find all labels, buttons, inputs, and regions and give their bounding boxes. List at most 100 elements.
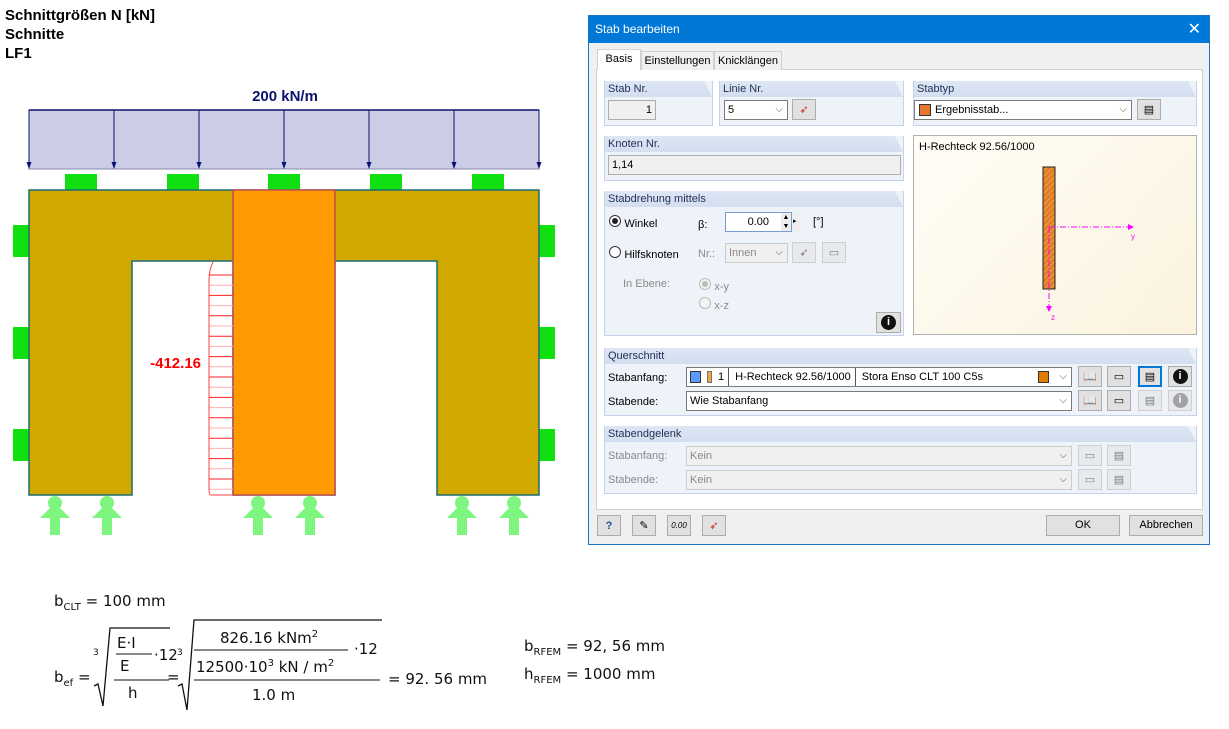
knoten-nr-field[interactable]: 1,14	[608, 155, 901, 175]
side-support-right	[539, 225, 555, 257]
g-start-label: Stabanfang:	[608, 450, 668, 462]
formula-b-rfem: bRFEM = 92, 56 mm	[524, 637, 666, 658]
chevron-down-icon: ⌵	[1059, 371, 1067, 382]
section-info-button[interactable]: i	[1168, 366, 1192, 387]
support-arrow	[499, 503, 529, 535]
edit-section-button-end[interactable]: ▤	[1138, 390, 1162, 411]
new-hinge-button[interactable]: ▭	[1078, 445, 1102, 466]
help-icon: ?	[605, 519, 613, 532]
g-end-select[interactable]: Kein ⌵	[686, 470, 1072, 490]
beta-label: β:	[698, 219, 708, 231]
radio-unchecked[interactable]	[609, 246, 621, 258]
close-icon[interactable]: ✕	[1187, 21, 1201, 38]
result-type-title: Schnittgrößen N [kN]	[5, 7, 155, 24]
library-button[interactable]: 📖	[1078, 366, 1102, 387]
g-end-value: Kein	[690, 474, 713, 486]
beta-field[interactable]: 0.00	[725, 212, 792, 232]
linie-nr-select[interactable]: 5 ⌵	[724, 100, 788, 120]
load-arrowhead	[111, 162, 117, 169]
pick-line-button[interactable]: ➶	[792, 99, 816, 120]
comment-button[interactable]: ✎	[632, 515, 656, 536]
stabtyp-label: Stabtyp	[914, 81, 1196, 97]
help-button[interactable]: ?	[597, 515, 621, 536]
radio-unchecked[interactable]	[699, 297, 711, 309]
structure-model[interactable]: 200 kN/m -412.16	[0, 0, 580, 560]
edit-section-button[interactable]: ▤	[1138, 366, 1162, 387]
edit-dialog-icon: ▤	[1113, 450, 1125, 462]
q-end-select[interactable]: Wie Stabanfang ⌵	[686, 391, 1072, 411]
edit-dialog-icon: ▤	[1144, 371, 1156, 383]
line-load	[26, 109, 542, 170]
stabtyp-select[interactable]: Ergebnisstab... ⌵	[914, 100, 1132, 120]
q-start-select[interactable]: 1 H-Rechteck 92.56/1000 Stora Enso CLT 1…	[686, 367, 1072, 387]
top-supports	[13, 174, 555, 461]
equals-sign: =	[167, 668, 180, 686]
radio-checked[interactable]	[699, 278, 711, 290]
inner-radical	[93, 627, 170, 707]
dialog-title: Stab bearbeiten	[589, 16, 1209, 43]
normal-force-diagram	[208, 261, 233, 496]
beta-menu-arrow[interactable]: ▸	[793, 213, 800, 231]
new-section-button[interactable]: ▭	[1107, 366, 1131, 387]
section-drawing: y z	[1042, 166, 1135, 322]
chevron-down-icon: ⌵	[1119, 104, 1127, 115]
edit-dialog-icon: ▤	[1113, 474, 1125, 486]
beta-spinner[interactable]: ▲ ▼	[781, 213, 791, 231]
y-axis-label: y	[1131, 232, 1135, 241]
g-start-select[interactable]: Kein ⌵	[686, 446, 1072, 466]
chevron-down-icon: ⌵	[1059, 395, 1067, 406]
root-index: 3	[93, 648, 99, 658]
edit-hinge-button[interactable]: ▤	[1107, 445, 1131, 466]
tab-einstellungen[interactable]: Einstellungen	[641, 51, 714, 70]
root-index-2: 3	[177, 648, 183, 658]
top-support	[472, 174, 504, 190]
tab-basis[interactable]: Basis	[597, 49, 641, 70]
info-icon: i	[1172, 369, 1188, 384]
book-icon: 📖	[1083, 395, 1097, 407]
pick-member-button[interactable]: ➶	[702, 515, 726, 536]
new-section-button-end[interactable]: ▭	[1107, 390, 1131, 411]
formula-b-ef-lhs: bef =	[54, 668, 91, 689]
diagram-outline	[208, 261, 233, 496]
section-number: 1	[718, 368, 730, 386]
load-case-label: LF1	[5, 45, 32, 62]
edit-hinge-button-end[interactable]: ▤	[1107, 469, 1131, 490]
new-node-button[interactable]: ▭	[822, 242, 846, 263]
section-info-button-end[interactable]: i	[1168, 390, 1192, 411]
pick-cursor-icon: ➶	[709, 520, 719, 532]
plane-xz-radio[interactable]: x-z	[699, 297, 729, 313]
hilfsknoten-select[interactable]: Innen ⌵	[725, 243, 788, 263]
radio-checked[interactable]	[609, 215, 621, 227]
h-symbol: h	[128, 684, 138, 702]
tab-knicklaengen[interactable]: Knicklängen	[714, 51, 782, 70]
winkel-label: Winkel	[624, 218, 658, 230]
new-window-icon: ▭	[1113, 395, 1125, 407]
plane-xy-radio[interactable]: x-y	[699, 278, 729, 294]
decimal-places-icon: 0.00	[671, 521, 687, 530]
pick-node-button[interactable]: ➶	[792, 242, 816, 263]
hilfsknoten-value: Innen	[729, 247, 757, 259]
cancel-button[interactable]: Abbrechen	[1129, 515, 1203, 536]
edit-dialog-icon: ▤	[1143, 104, 1155, 116]
load-arrowhead	[196, 162, 202, 169]
side-support-right	[539, 429, 555, 461]
height-value: 1.0 m	[252, 686, 296, 704]
edit-stabtyp-button[interactable]: ▤	[1137, 99, 1161, 120]
new-hinge-button-end[interactable]: ▭	[1078, 469, 1102, 490]
load-arrowhead	[451, 162, 457, 169]
library-button-end[interactable]: 📖	[1078, 390, 1102, 411]
z-axis-arrowhead	[1046, 306, 1052, 312]
ok-button[interactable]: OK	[1046, 515, 1120, 536]
stabtyp-value: Ergebnisstab...	[935, 104, 1009, 116]
load-arrowhead	[26, 162, 32, 169]
section-color-icon	[690, 371, 701, 383]
side-support-left	[13, 429, 29, 461]
material-color-icon	[1038, 371, 1049, 383]
winkel-radio[interactable]: Winkel	[609, 215, 657, 231]
units-button[interactable]: 0.00	[667, 515, 691, 536]
new-window-icon: ▭	[1084, 450, 1096, 462]
info-button[interactable]: i	[876, 312, 901, 333]
hilfsknoten-radio[interactable]: Hilfsknoten	[609, 246, 679, 262]
stab-nr-field[interactable]: 1	[608, 100, 656, 120]
new-window-icon: ▭	[1113, 371, 1125, 383]
